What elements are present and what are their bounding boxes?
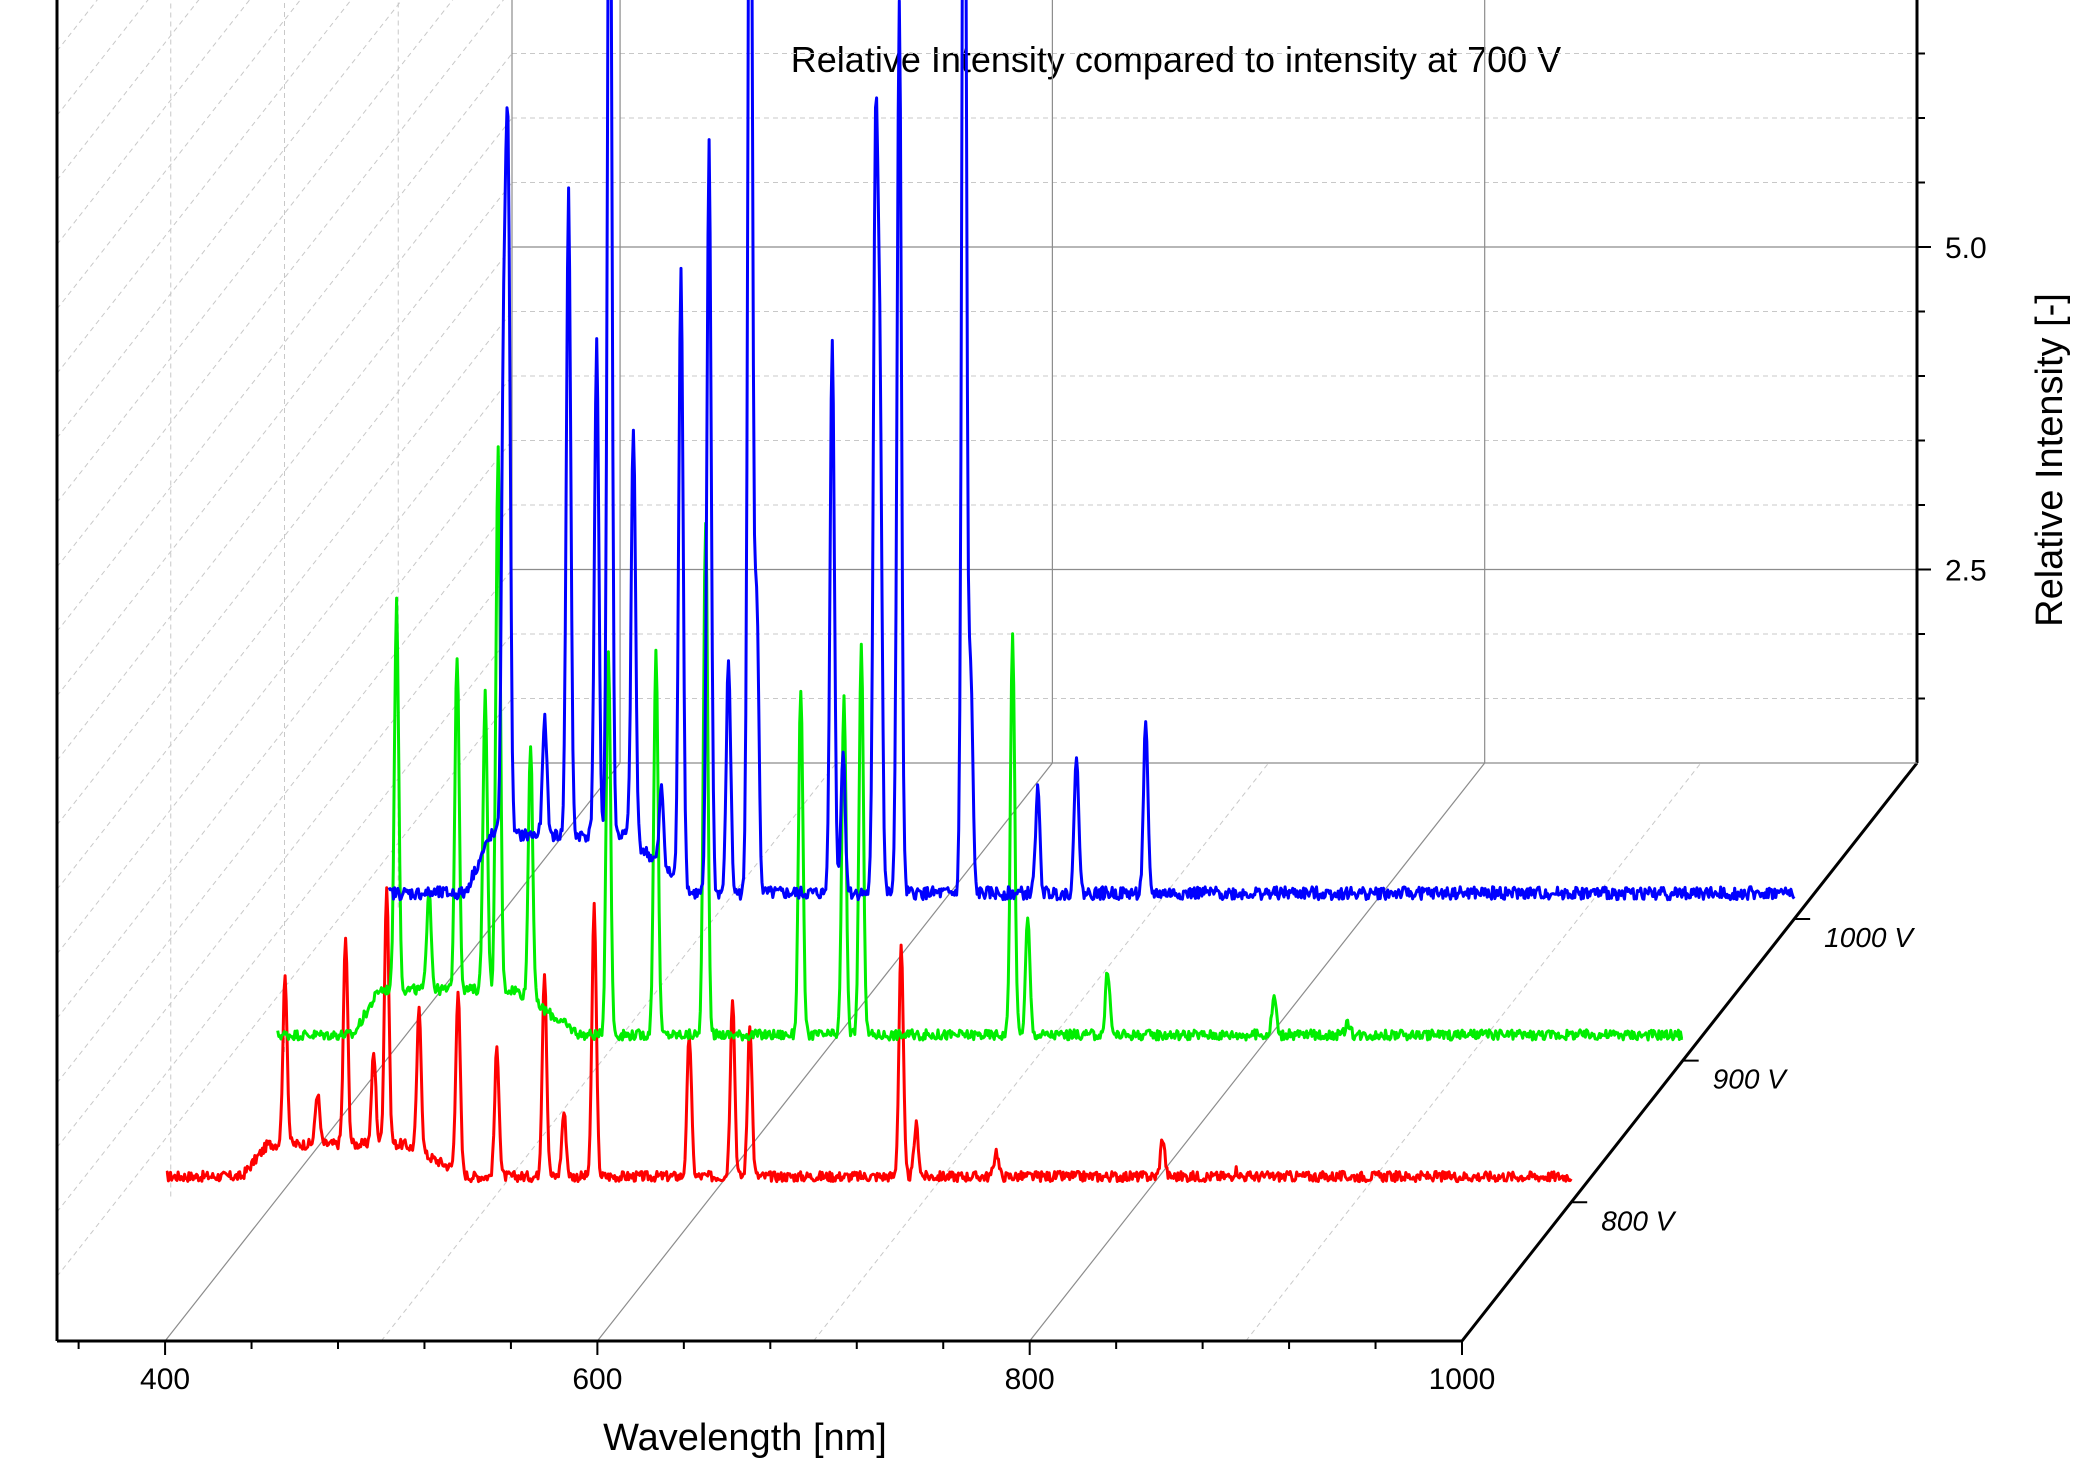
- left-wall-grid-horizontal: [56, 440, 513, 1019]
- x-tick-label: 600: [572, 1363, 622, 1396]
- x-tick-label: 400: [140, 1363, 190, 1396]
- left-wall-grid-horizontal: [56, 698, 513, 1277]
- floor-grid-line: [164, 762, 621, 1342]
- series-label: 1000 V: [1824, 922, 1915, 953]
- floor-grid-line: [596, 762, 1053, 1342]
- series-label: 900 V: [1713, 1064, 1788, 1095]
- left-wall-grid-horizontal: [56, 504, 513, 1084]
- left-wall-grid-horizontal: [56, 0, 200, 181]
- chart-title: Relative Intensity compared to intensity…: [791, 39, 1561, 80]
- left-wall-grid-horizontal: [56, 633, 513, 1213]
- left-wall-grid-horizontal: [56, 246, 513, 826]
- floor-grid-line-minor: [380, 762, 837, 1342]
- floor-grid-line: [1029, 762, 1486, 1342]
- left-wall-grid-horizontal: [56, 0, 454, 503]
- series-line-900-v: [276, 445, 1684, 1042]
- left-wall-grid-horizontal: [56, 182, 513, 761]
- left-wall-grid-horizontal: [56, 311, 513, 890]
- left-wall-grid-horizontal: [56, 53, 513, 632]
- x-tick-label: 800: [1005, 1363, 1055, 1396]
- left-wall-grid-horizontal: [56, 117, 513, 697]
- axes-frame: [55, 0, 1919, 1343]
- y-tick-label: 5.0: [1945, 232, 1987, 265]
- x-axis-title: Wavelength [nm]: [603, 1417, 887, 1459]
- series-line-800-v: [165, 886, 1573, 1184]
- left-wall-grid-horizontal: [56, 569, 513, 1148]
- left-wall-grid-horizontal: [56, 0, 301, 310]
- left-wall-grid-horizontal: [56, 0, 504, 568]
- left-wall-grid-horizontal: [56, 375, 513, 955]
- y-axis-title: Relative Intensity [-]: [2029, 293, 2071, 627]
- series-label: 800 V: [1601, 1205, 1676, 1236]
- floor-grid-line-minor: [813, 762, 1269, 1342]
- x-tick-label: 1000: [1429, 1363, 1496, 1396]
- series-layer: [165, 0, 1796, 1184]
- series-line-1000-v: [387, 0, 1796, 902]
- floor-grid-line-minor: [1245, 762, 1702, 1342]
- y-tick-label: 2.5: [1945, 555, 1987, 588]
- z-axis-line: [1460, 762, 1919, 1342]
